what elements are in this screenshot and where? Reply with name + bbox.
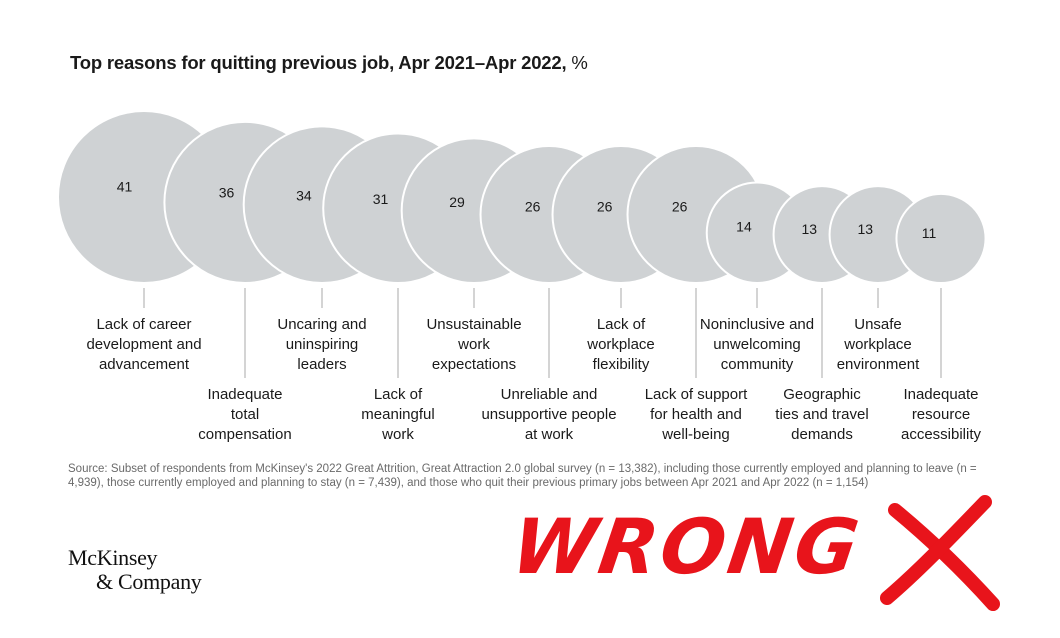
category-label-lack-of-meaningful-work: Lack of meaningful work [308,385,488,445]
category-label-line: Lack of [596,316,646,333]
category-label-unsafe-workplace-environment: Unsafe workplace environment [788,315,968,375]
chart-title-main: Top reasons for quitting previous job, A… [70,52,567,73]
category-label-line: at work [524,426,574,443]
category-label-line: uninspiring [285,336,359,353]
category-label-line: Unsafe [854,316,902,333]
category-label-line: Lack of career [96,316,192,333]
category-label-line: Unreliable and [500,386,598,403]
category-label-line: demands [791,426,853,443]
value-label-inadequate-resource-accessibility: 11 [922,225,937,241]
source-note: Source: Subset of respondents from McKin… [68,463,977,489]
category-label-line: resource [911,406,971,423]
category-label-line: leaders [297,356,347,373]
value-label-inadequate-total-compensation: 36 [219,185,235,201]
category-label-line: Lack of support [644,386,748,403]
value-label-lack-of-support-for-health-and-well-being: 26 [672,198,688,214]
category-label-line: Inadequate [207,386,283,403]
category-label-line: workplace [587,336,655,353]
category-label-line: unsupportive people [481,406,617,423]
category-label-line: unwelcoming [713,336,801,353]
category-label-line: development and [86,336,202,353]
category-label-line: advancement [98,356,190,373]
category-label-inadequate-total-compensation: Inadequate total compensation [155,385,335,445]
value-label-unreliable-and-unsupportive-people-at-work: 26 [525,198,541,214]
category-label-line: Inadequate [903,386,979,403]
category-label-line: work [382,426,414,443]
category-label-line: community [720,356,794,373]
category-label-line: expectations [431,356,517,373]
logo-line-2: & Company [96,569,202,594]
category-label-uncaring-and-uninspiring-leaders: Uncaring and uninspiring leaders [232,315,412,375]
logo-line-1: McKinsey [68,545,158,570]
wrong-stamp-text: WRONG [515,503,867,592]
wrong-stamp-overlay: WRONG [515,495,1000,611]
category-label-line: Geographic [783,386,861,403]
value-label-unsustainable-work-expectations: 29 [449,194,465,210]
category-label-line: meaningful [361,406,435,423]
category-label-unsustainable-work-expectations: Unsustainable work expectations [384,315,564,375]
category-label-line: work [458,336,490,353]
category-label-line: Noninclusive and [699,316,815,333]
category-label-line: compensation [198,426,292,443]
value-label-geographic-ties-and-travel-demands: 13 [801,221,817,237]
category-label-lack-of-workplace-flexibility: Lack of workplace flexibility [531,315,711,375]
bubble-inadequate-resource-accessibility [895,192,987,285]
bubble-chart: 41 36 34 31 29 26 26 26 14 13 13 11 [57,110,987,378]
category-label-line: Unsustainable [426,316,522,333]
category-label-line: total [230,406,260,423]
category-label-noninclusive-and-unwelcoming-community: Noninclusive and unwelcoming community [667,315,847,375]
category-label-line: Uncaring and [277,316,367,333]
category-label-line: Lack of [373,386,423,403]
chart-title-unit: % [566,52,588,73]
category-label-line: for health and [650,406,742,423]
cross-mark-icon-stroke-2 [880,495,992,605]
value-label-unsafe-workplace-environment: 13 [857,221,873,237]
cross-mark-icon [888,503,1000,611]
category-label-lack-of-support-for-health-and-well-being: Lack of support for health and well-being [606,385,786,445]
category-label-lack-of-career-development-and-advancement: Lack of career development and advancement [54,315,234,375]
company-logo: McKinsey & Company [68,545,202,594]
value-label-lack-of-workplace-flexibility: 26 [597,198,613,214]
value-label-lack-of-meaningful-work: 31 [373,191,389,207]
chart-title: Top reasons for quitting previous job, A… [70,52,588,74]
category-label-line: well-being [662,426,730,443]
category-label-line: ties and travel [775,406,869,423]
category-label-line: environment [836,356,920,373]
value-label-lack-of-career-development-and-advancement: 41 [117,179,133,195]
category-label-line: accessibility [900,426,982,443]
category-label-line: workplace [844,336,912,353]
category-label-unreliable-and-unsupportive-people-at-work: Unreliable and unsupportive people at work [459,385,639,445]
value-label-uncaring-and-uninspiring-leaders: 34 [296,187,312,203]
category-label-geographic-ties-and-travel-demands: Geographic ties and travel demands [732,385,912,445]
value-label-noninclusive-and-unwelcoming-community: 14 [736,219,752,235]
category-label-inadequate-resource-accessibility: Inadequate resource accessibility [851,385,1031,445]
category-label-line: flexibility [592,356,650,373]
